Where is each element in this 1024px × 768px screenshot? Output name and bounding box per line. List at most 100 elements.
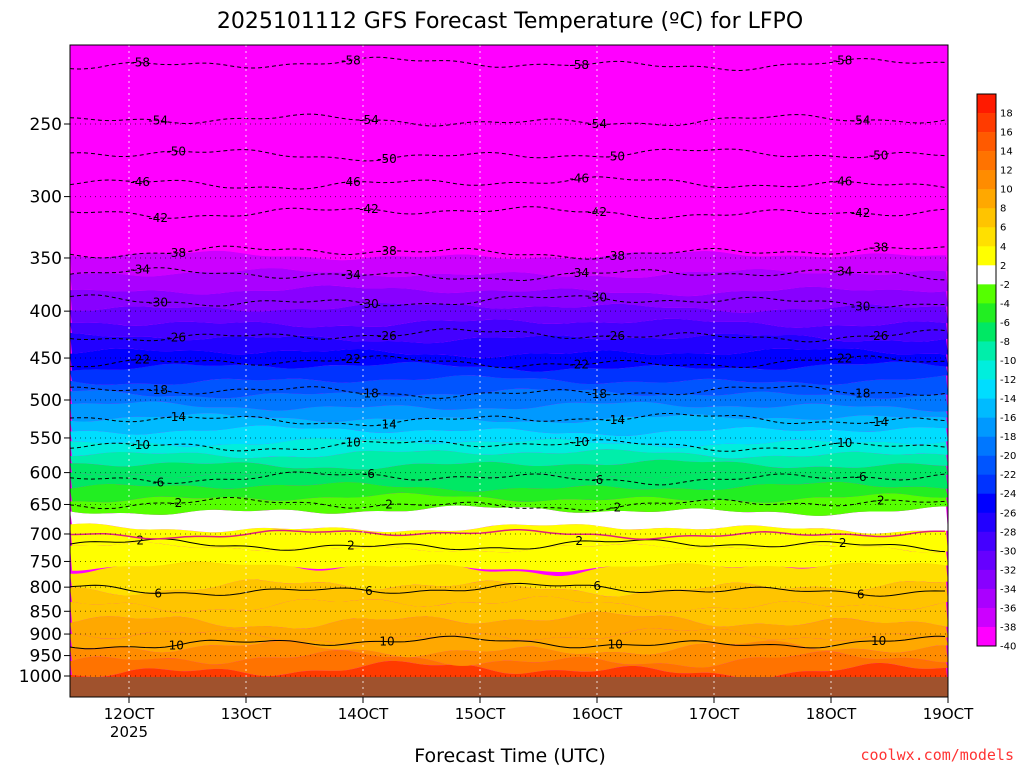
colorbar-swatch [977, 493, 996, 514]
y-tick-label: 1000 [19, 667, 62, 687]
temperature-band [70, 492, 948, 516]
isotherm-label: -14 [377, 417, 397, 431]
isotherm-line [70, 582, 945, 597]
colorbar-label: -24 [1000, 489, 1016, 500]
y-tick-label: 700 [30, 525, 62, 545]
colorbar-label: -26 [1000, 508, 1016, 519]
temperature-band [70, 579, 948, 613]
colorbar-label: 8 [1000, 204, 1006, 215]
colorbar-swatch [977, 265, 996, 285]
isotherm-label: -50 [377, 152, 397, 166]
colorbar-label: -18 [1000, 432, 1016, 443]
isotherm-label: -30 [851, 299, 871, 313]
x-tick-label: 17OCT [689, 705, 740, 723]
isotherm-label: -42 [359, 202, 379, 216]
temperature-band [70, 229, 948, 261]
colorbar-label: -10 [1000, 356, 1016, 367]
isotherm-label: -58 [341, 53, 361, 67]
temperature-band [70, 481, 948, 503]
isotherm-label: -22 [341, 352, 361, 366]
isotherm-label: 2 [839, 536, 847, 550]
isotherm-label: -58 [833, 54, 853, 68]
temperature-band [70, 348, 948, 372]
colorbar-label: -2 [1000, 280, 1010, 291]
temperature-band [70, 375, 948, 399]
y-tick-label: 850 [30, 602, 62, 622]
y-tick-label: 500 [30, 391, 62, 411]
x-tick-label: 14OCT [338, 705, 389, 723]
isotherm-label: -46 [341, 175, 361, 189]
temperature-band [70, 471, 948, 492]
colorbar-swatch [977, 113, 996, 133]
isotherm-label: -46 [130, 175, 150, 189]
isotherm-label: -50 [605, 150, 625, 164]
isotherm-label: 2 [575, 534, 583, 548]
temperature-band [70, 318, 948, 344]
isotherm-line [70, 538, 946, 553]
isotherm-label: -2 [381, 498, 393, 512]
isotherm-label: -2 [873, 493, 885, 507]
colorbar-label: 10 [1000, 185, 1013, 196]
isotherm-label: 10 [169, 638, 184, 652]
isotherm-label: -18 [851, 386, 871, 400]
isotherm-label: -38 [377, 244, 397, 258]
colorbar-label: -4 [1000, 299, 1010, 310]
isotherm-label: 6 [154, 586, 162, 600]
temperature-band [70, 596, 948, 629]
isotherm-label: 10 [608, 638, 623, 652]
temperature-band [70, 250, 948, 278]
isotherm-label: -50 [166, 144, 186, 158]
y-tick-label: 600 [30, 464, 62, 484]
isotherm-label: -50 [869, 148, 889, 162]
isotherm-label: -30 [148, 295, 168, 309]
isotherm-label: -26 [166, 331, 186, 345]
isotherm-line [70, 635, 946, 650]
freezing-level-line [70, 529, 946, 540]
isotherm-label: -10 [341, 435, 361, 449]
colorbar: 18 16 14 12 10 8 6 4 2 -2 -4 -6 -8 -10 -12 -14 -16 -18 -20… [976, 93, 1016, 653]
isotherm-label: -6 [591, 473, 603, 487]
colorbar-label: -6 [1000, 318, 1010, 329]
colorbar-swatch [977, 531, 996, 552]
temperature-band [70, 449, 948, 470]
x-axis-label: Forecast Time (UTC) [414, 745, 605, 767]
isotherm-label: -42 [587, 205, 607, 219]
isotherm-label: -22 [130, 353, 150, 367]
colorbar-label: -8 [1000, 337, 1010, 348]
temperature-band [70, 268, 948, 297]
temperature-band [70, 413, 948, 436]
colorbar-label: 4 [1000, 242, 1006, 253]
y-tick-label: 750 [30, 552, 62, 572]
isotherm-label: -42 [851, 206, 871, 220]
colorbar-label: -32 [1000, 565, 1016, 576]
colorbar-swatch [977, 398, 996, 418]
y-tick-label: 300 [30, 188, 62, 208]
isotherm-label: -26 [605, 329, 625, 343]
isotherm-label: -26 [869, 329, 889, 343]
plot-area: -58 -58 -58 -58-54 -54 -54 -54-50-50 -50 -50-46-… [70, 45, 948, 697]
chart-title: 2025101112 GFS Forecast Temperature (ºC)… [217, 9, 803, 34]
colorbar-label: -38 [1000, 622, 1016, 633]
isotherm-label: 10 [871, 634, 886, 648]
colorbar-swatch [977, 436, 996, 456]
isotherm-label: -10 [833, 436, 853, 450]
y-tick-label: 350 [30, 249, 62, 269]
colorbar-swatch [977, 246, 996, 266]
colorbar-swatch [977, 379, 996, 399]
isotherm-label: 6 [365, 584, 373, 598]
temperature-band [70, 611, 948, 646]
temperature-band [70, 628, 948, 658]
colorbar-swatch [977, 132, 996, 152]
colorbar-swatch [977, 189, 996, 209]
isotherm-label: -34 [341, 268, 361, 282]
isotherm-label: -54 [851, 114, 871, 128]
isotherm-label: -26 [377, 329, 397, 343]
temperature-band [70, 285, 948, 313]
isotherm-label: -14 [869, 415, 889, 429]
colorbar-swatch [977, 303, 996, 323]
ground-band [70, 677, 948, 697]
y-tick-label: 550 [30, 429, 62, 449]
colorbar-swatch [977, 455, 996, 475]
colorbar-label: -36 [1000, 603, 1016, 614]
